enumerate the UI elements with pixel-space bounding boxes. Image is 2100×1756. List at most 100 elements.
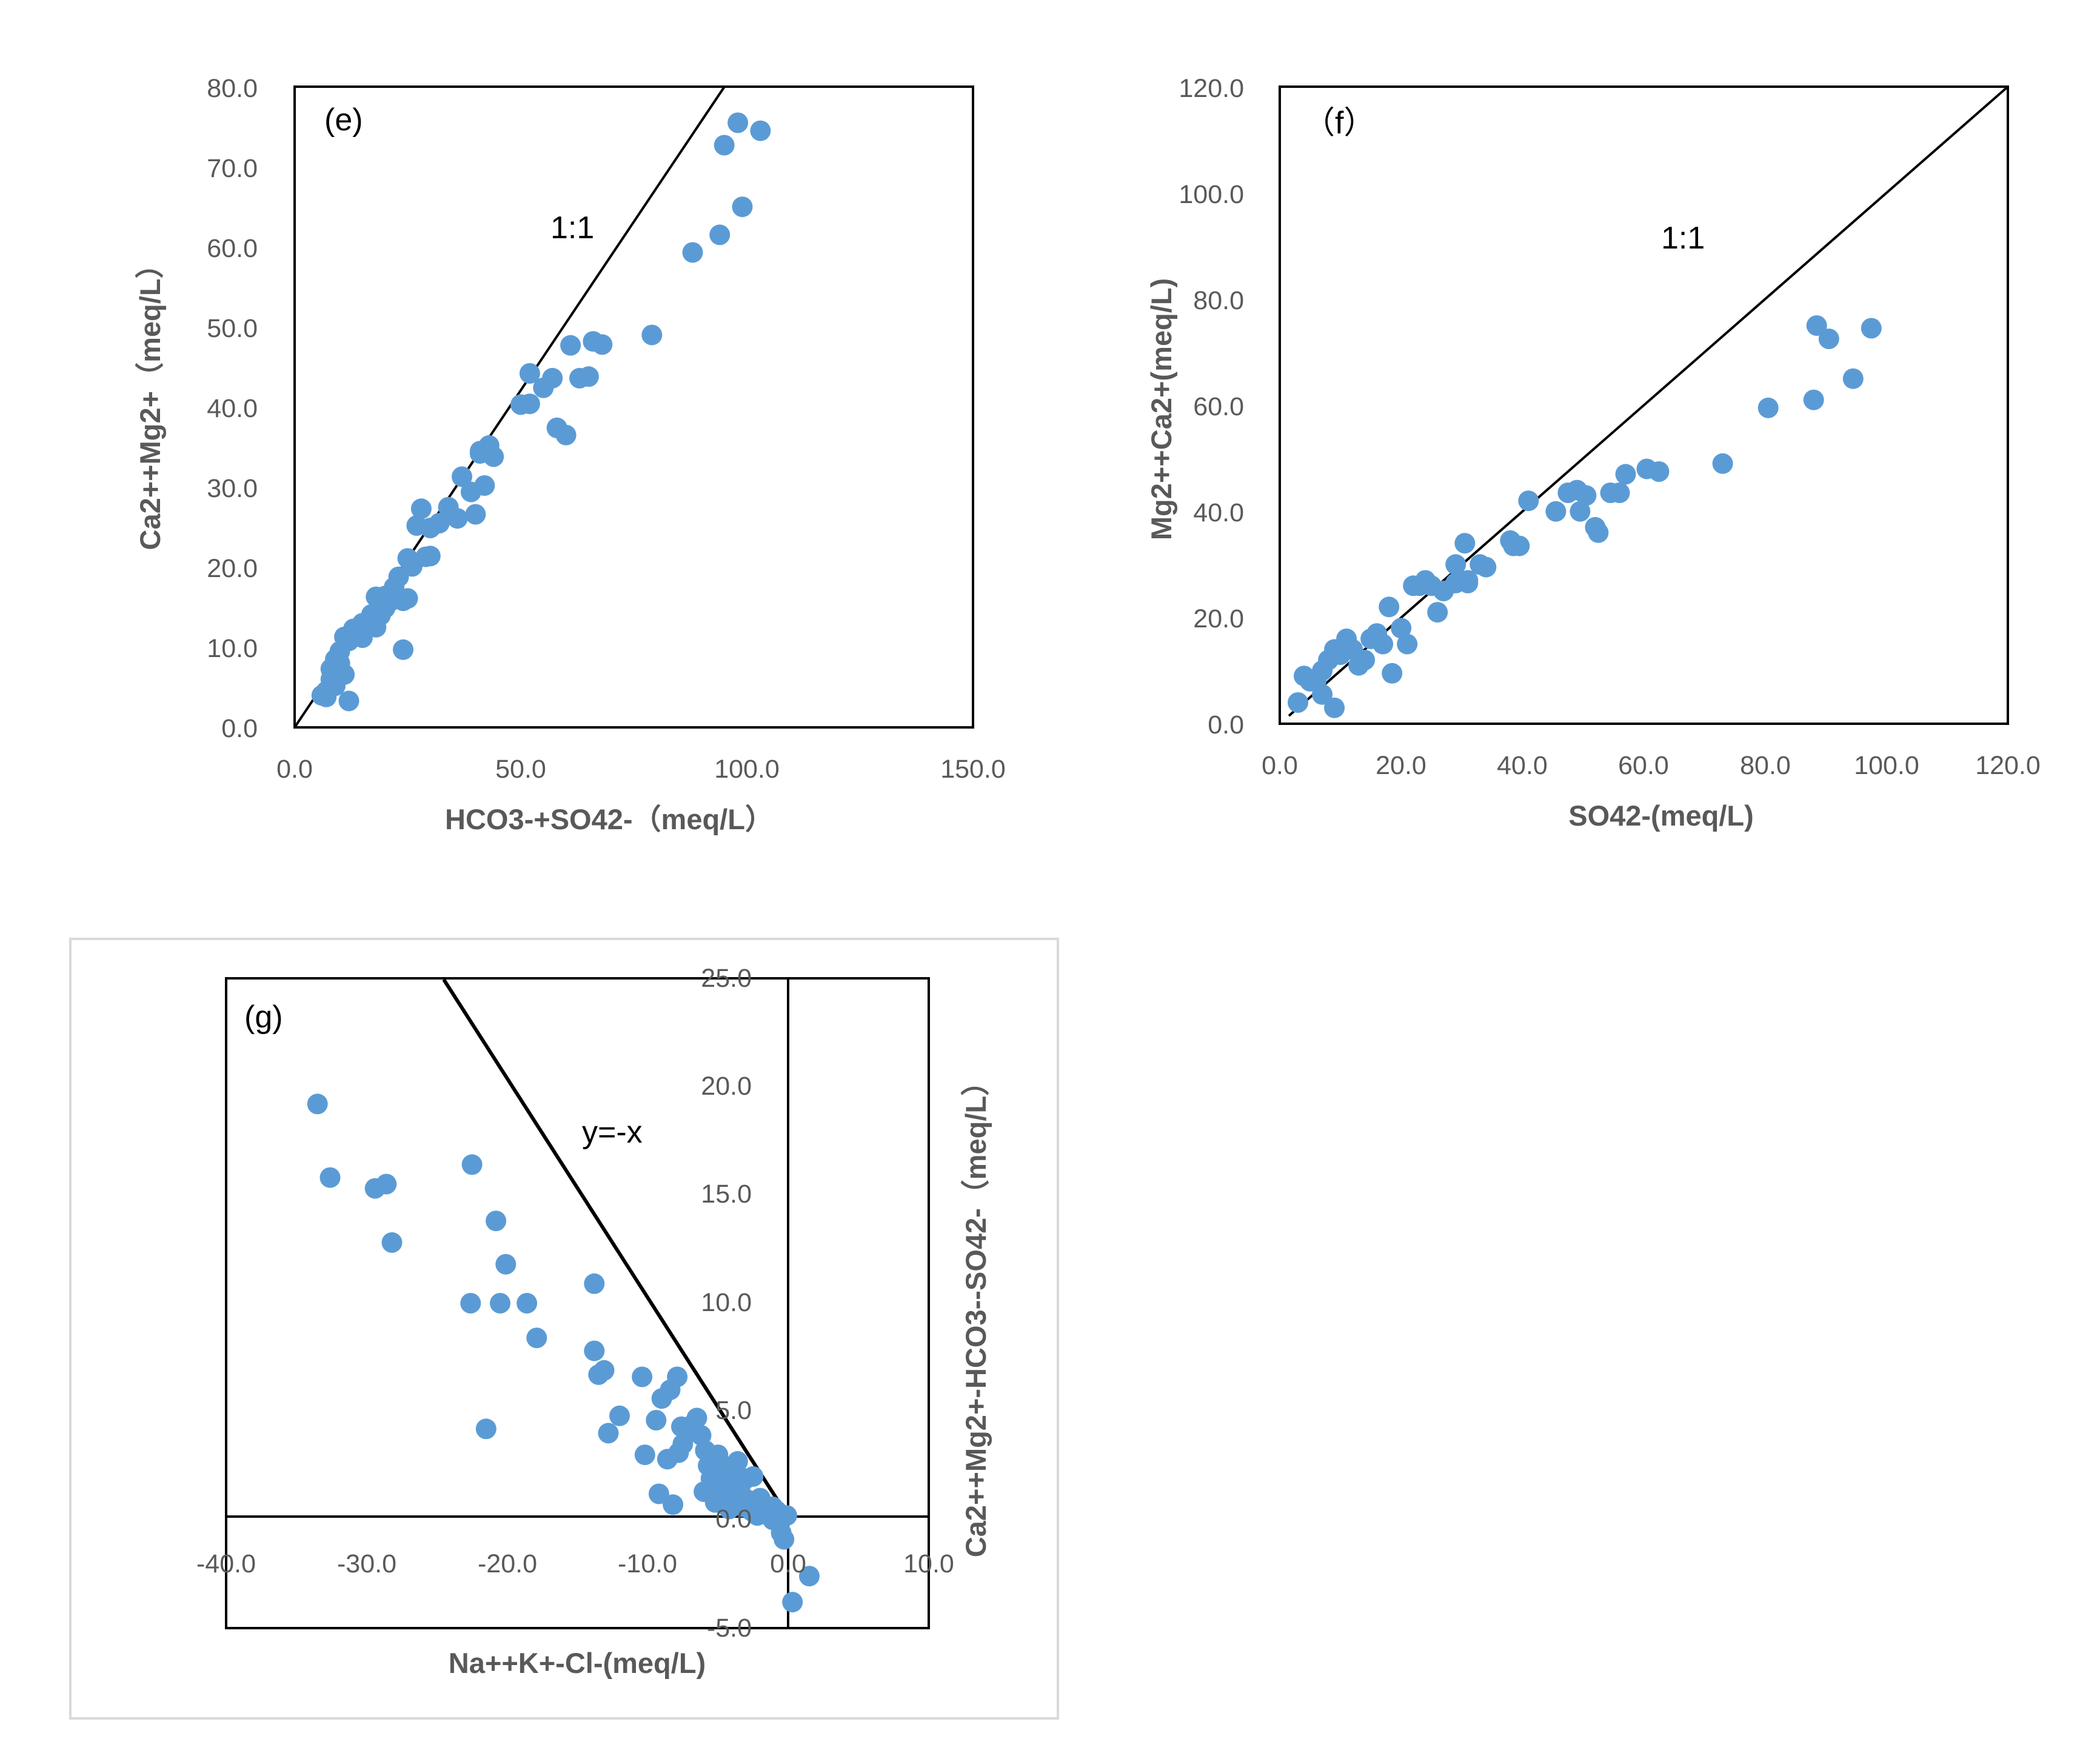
panel-f-ytick: 80.0 (1193, 286, 1244, 315)
panel-f-data-point (1379, 596, 1400, 618)
panel-f-data-point (1457, 570, 1479, 591)
panel-f-data-point (1803, 389, 1824, 410)
panel-e-data-point (682, 242, 703, 263)
panel-g-xtick: -30.0 (337, 1549, 396, 1578)
panel-e-xtick: 150.0 (940, 755, 1006, 784)
panel-g-data-point (609, 1405, 630, 1426)
panel-e-ytick: 80.0 (207, 74, 258, 103)
panel-g-data-point (727, 1451, 748, 1472)
panel-g-xtick: -40.0 (196, 1549, 256, 1578)
panel-g-data-point (648, 1483, 669, 1504)
panel-f-xtick: 80.0 (1740, 751, 1791, 780)
panel-g-points (307, 1093, 820, 1613)
panel-g-data-point (598, 1423, 619, 1444)
panel-e-data-point (429, 513, 450, 534)
panel-e-data-point (727, 112, 749, 133)
panel-g-data-point (490, 1293, 510, 1314)
panel-f-reference-label: 1:1 (1661, 221, 1705, 256)
panel-f-ytick: 40.0 (1193, 498, 1244, 527)
panel-f-data-point (1588, 522, 1609, 543)
panel-g-data-point (475, 1418, 497, 1440)
panel-f-ylabel: Mg2++Ca2+(meq/L) (1145, 278, 1177, 540)
panel-g-data-point (584, 1340, 605, 1361)
panel-e-data-point (393, 639, 413, 660)
panel-f-data-point (1648, 461, 1670, 482)
panel-e-xlabel: HCO3-+SO42-（meq/L） (445, 803, 774, 835)
panel-e-data-point (542, 367, 563, 389)
panel-e-xtick: 50.0 (495, 755, 546, 784)
panel-g-data-point (381, 1232, 403, 1253)
panel-e-ytick: 70.0 (207, 154, 258, 183)
panel-e-data-point (338, 690, 359, 712)
panel-e-ytick: 60.0 (207, 234, 258, 263)
panel-f-data-point (1518, 490, 1539, 512)
panel-f-ytick: 100.0 (1179, 180, 1244, 209)
panel-g-data-point (667, 1366, 688, 1387)
panel-g-data-point (686, 1407, 707, 1429)
panel-g-data-point (460, 1293, 481, 1314)
panel-f-data-point (1324, 697, 1345, 718)
panel-e-data-point (356, 611, 378, 632)
panel-g-ytick: 5.0 (715, 1396, 752, 1425)
panel-f-data-point (1503, 535, 1524, 556)
panel-g-data-point (376, 1173, 397, 1195)
panel-g-reference-label: y=-x (582, 1115, 643, 1150)
panel-e-data-point (469, 441, 490, 462)
panel-f-plot-area (1279, 85, 2009, 725)
panel-f-data-point (1421, 575, 1442, 596)
panel-f-xtick: 40.0 (1497, 751, 1548, 780)
panel-e-xtick: 0.0 (276, 755, 313, 784)
panel-g-data-point (799, 1566, 820, 1587)
panel-g-data-point (774, 1529, 795, 1550)
panel-f-data-point (1842, 368, 1864, 389)
panel-e-ytick: 0.0 (221, 714, 258, 743)
panel-g-xtick: -10.0 (618, 1549, 677, 1578)
panel-e-data-point (474, 475, 495, 496)
panel-e-data-point (750, 120, 771, 141)
panel-g-ytick: 20.0 (701, 1072, 752, 1101)
panel-g-data-point (646, 1410, 667, 1431)
panel-f-xtick: 100.0 (1854, 751, 1919, 780)
panel-g-data-point (668, 1442, 689, 1463)
panel-f-data-point (1373, 633, 1394, 655)
panel-g-data-point (743, 1466, 764, 1487)
panel-e-data-point (438, 496, 459, 518)
panel-f-xlabel: SO42-(meq/L) (1568, 800, 1754, 832)
panel-e-data-point (709, 224, 731, 245)
panel-e-xtick: 100.0 (714, 755, 780, 784)
panel-f-xtick: 20.0 (1376, 751, 1426, 780)
panel-f-data-point (1570, 501, 1591, 522)
panel-g-plot-area (225, 977, 930, 1629)
panel-g-ylabel: Ca2++Mg2+-HCO3--SO42-（meq/L） (960, 1067, 992, 1557)
panel-e-data-point (420, 546, 441, 567)
panel-g-data-point (517, 1293, 538, 1314)
panel-g-xtick: 10.0 (903, 1549, 954, 1578)
panel-f-data-point (1712, 453, 1733, 474)
panel-f-ytick: 60.0 (1193, 392, 1244, 421)
panel-g-data-point (307, 1093, 328, 1115)
panel-f-data-point (1476, 556, 1497, 578)
panel-g-xtick: 0.0 (770, 1549, 806, 1578)
panel-g-xlabel: Na++K+-Cl-(meq/L) (449, 1647, 706, 1679)
panel-f-xtick: 0.0 (1262, 751, 1298, 780)
panel-g-xtick: -20.0 (478, 1549, 537, 1578)
panel-e-data-point (452, 466, 472, 487)
panel-f-reference-line (1288, 87, 2008, 717)
panel-f-data-point (1576, 485, 1597, 506)
panel-g-data-point (762, 1496, 783, 1517)
panel-e-reference-label: 1:1 (550, 210, 594, 245)
panel-f-ytick: 20.0 (1193, 604, 1244, 633)
panel-g-data-point (319, 1167, 341, 1188)
panel-f-points (1288, 315, 1882, 718)
panel-f-data-point (1397, 633, 1418, 655)
panel-f-data-point (1391, 618, 1412, 639)
panel-e-data-point (465, 504, 486, 525)
panel-g-data-point (495, 1254, 517, 1275)
panel-g-data-point (632, 1366, 653, 1387)
panel-e-data-point (334, 664, 355, 685)
panel-g-data-point (663, 1494, 684, 1515)
panel-e: 1:1 (e) 0.0 50.0 100.0 150.0 0.0 10.0 20… (134, 74, 1006, 835)
panel-e-ylabel: Ca2++Mg2+（meq/L） (134, 250, 166, 550)
panel-g-data-point (584, 1273, 605, 1294)
